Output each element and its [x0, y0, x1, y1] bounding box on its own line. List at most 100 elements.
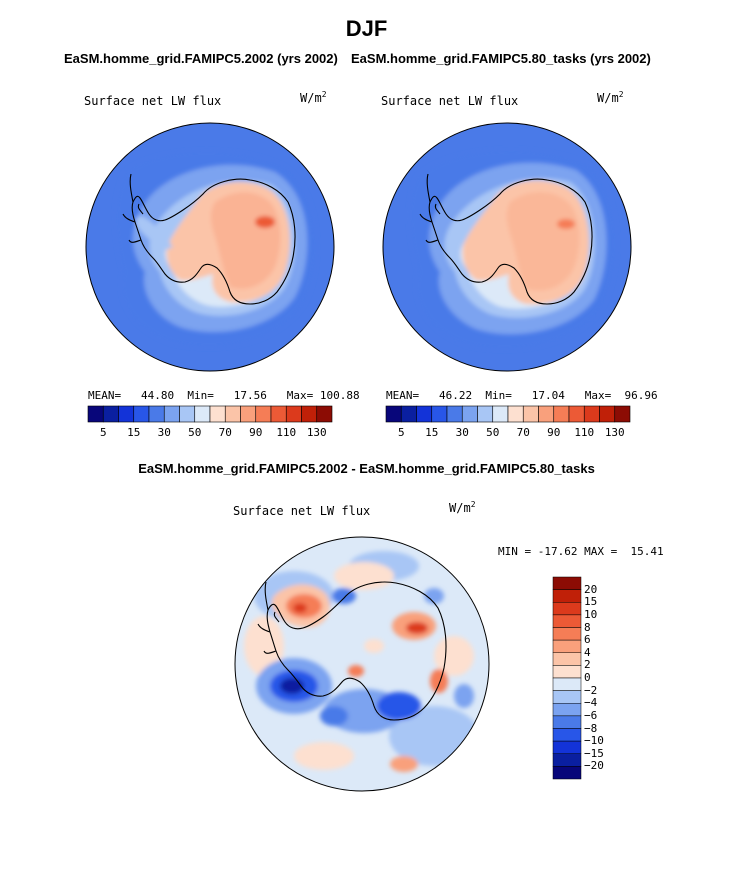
colorbar-tick-label: 15 — [127, 426, 141, 439]
colorbar-cell — [209, 405, 226, 423]
coastline — [257, 581, 447, 721]
colorbar-cell — [507, 405, 524, 423]
colorbar-cell — [599, 405, 616, 423]
colorbar-cell — [552, 665, 582, 679]
colorbar-cell — [148, 405, 165, 423]
panel-2-stats: MEAN= 46.22 Min= 17.04 Max= 96.96 — [386, 389, 658, 402]
colorbar-cell — [552, 766, 582, 780]
colorbar-cell — [461, 405, 478, 423]
colorbar-tick-label: −8 — [584, 721, 598, 735]
colorbar-cell — [614, 405, 631, 423]
colorbar-cell — [568, 405, 585, 423]
colorbar-tick-label: 30 — [455, 426, 469, 439]
colorbar-cell — [224, 405, 241, 423]
panel-3-title: EaSM.homme_grid.FAMIPC5.2002 - EaSM.homm… — [138, 461, 595, 476]
panel-3-stats: MIN = -17.62 MAX = 15.41 — [498, 545, 664, 558]
weddell-anomaly — [293, 603, 307, 613]
ross-sea-anomaly — [377, 692, 421, 720]
panel-3-variable-label: Surface net LW flux — [233, 504, 371, 518]
coastline — [122, 173, 296, 305]
colorbar-tick-label: −15 — [584, 746, 604, 760]
colorbar-cell — [179, 405, 196, 423]
colorbar-tick-label: 50 — [486, 426, 500, 439]
panel-1-variable-label: Surface net LW flux — [84, 94, 222, 108]
colorbar-tick-label: 6 — [584, 633, 591, 647]
colorbar-tick-label: 8 — [584, 620, 591, 634]
map-border — [382, 122, 632, 372]
colorbar-cell — [102, 405, 119, 423]
colorbar-cell — [87, 405, 104, 423]
colorbar-cell — [552, 652, 582, 666]
colorbar-cell — [552, 614, 582, 628]
colorbar-tick-label: −4 — [584, 696, 598, 710]
panel-2-colorbar — [385, 405, 631, 423]
colorbar-cell — [522, 405, 539, 423]
weak-positive-patch — [244, 616, 284, 676]
colorbar-cell — [552, 703, 582, 717]
colorbar-cell — [400, 405, 417, 423]
colorbar-tick-label: 20 — [584, 582, 598, 596]
panel-1-stats: MEAN= 44.80 Min= 17.56 Max= 100.88 — [88, 389, 360, 402]
colorbar-cell — [552, 728, 582, 742]
colorbar-cell — [385, 405, 402, 423]
weak-positive-patch — [294, 742, 354, 770]
colorbar-tick-label: 130 — [604, 426, 625, 439]
colorbar-cell — [552, 740, 582, 754]
panel-1-title: EaSM.homme_grid.FAMIPC5.2002 (yrs 2002) — [64, 51, 338, 66]
colorbar-tick-label: 15 — [584, 595, 598, 609]
map-border — [85, 122, 335, 372]
colorbar-tick-label: 110 — [574, 426, 595, 439]
colorbar-cell — [240, 405, 257, 423]
panel-3-map — [234, 536, 490, 792]
main-title: DJF — [345, 16, 388, 41]
small-positive-cell — [348, 665, 364, 677]
colorbar-tick-label: 4 — [584, 645, 591, 659]
colorbar-tick-label: 30 — [157, 426, 171, 439]
ross-sea-anomaly — [320, 706, 348, 726]
plateau-fill — [506, 192, 580, 291]
colorbar-cell — [194, 405, 211, 423]
colorbar-cell — [477, 405, 494, 423]
colorbar-tick-label: 90 — [249, 426, 263, 439]
colorbar-cell — [446, 405, 463, 423]
colorbar-cell — [538, 405, 555, 423]
colorbar-cell — [492, 405, 509, 423]
small-positive-cell — [390, 756, 418, 772]
max-hotspot — [557, 219, 575, 229]
east-antarctic-anomaly — [406, 622, 428, 634]
panel-1-units: W/m2 — [300, 90, 327, 105]
colorbar-tick-label: 2 — [584, 658, 591, 672]
colorbar-cell — [552, 576, 582, 590]
panel-1-map — [85, 122, 335, 372]
panel-2-map — [382, 122, 632, 372]
coastline — [419, 173, 593, 305]
colorbar-tick-label: 90 — [547, 426, 561, 439]
panel-2-units: W/m2 — [597, 90, 624, 105]
panel-3-colorbar — [552, 576, 582, 780]
panel-2-title: EaSM.homme_grid.FAMIPC5.80_tasks (yrs 20… — [351, 51, 651, 66]
west-shelf — [135, 216, 173, 252]
colorbar-tick-label: 5 — [99, 426, 107, 439]
colorbar-cell — [255, 405, 272, 423]
colorbar-tick-label: 110 — [276, 426, 297, 439]
small-positive-cell — [430, 669, 448, 693]
colorbar-cell — [552, 589, 582, 603]
colorbar-tick-label: 15 — [425, 426, 439, 439]
colorbar-cell — [416, 405, 433, 423]
colorbar-cell — [552, 753, 582, 767]
small-negative-cell — [454, 684, 474, 708]
max-hotspot — [255, 216, 275, 228]
panel-2-variable-label: Surface net LW flux — [381, 94, 519, 108]
colorbar-tick-label: 5 — [397, 426, 405, 439]
small-negative-cell — [424, 588, 444, 604]
small-positive-cell — [364, 639, 384, 653]
colorbar-cell — [133, 405, 150, 423]
colorbar-cell — [163, 405, 180, 423]
colorbar-tick-label: 70 — [516, 426, 530, 439]
colorbar-cell — [270, 405, 287, 423]
colorbar-tick-label: −10 — [584, 734, 604, 748]
colorbar-tick-label: −2 — [584, 683, 598, 697]
colorbar-tick-label: 50 — [188, 426, 202, 439]
colorbar-cell — [552, 639, 582, 653]
colorbar-cell — [285, 405, 302, 423]
